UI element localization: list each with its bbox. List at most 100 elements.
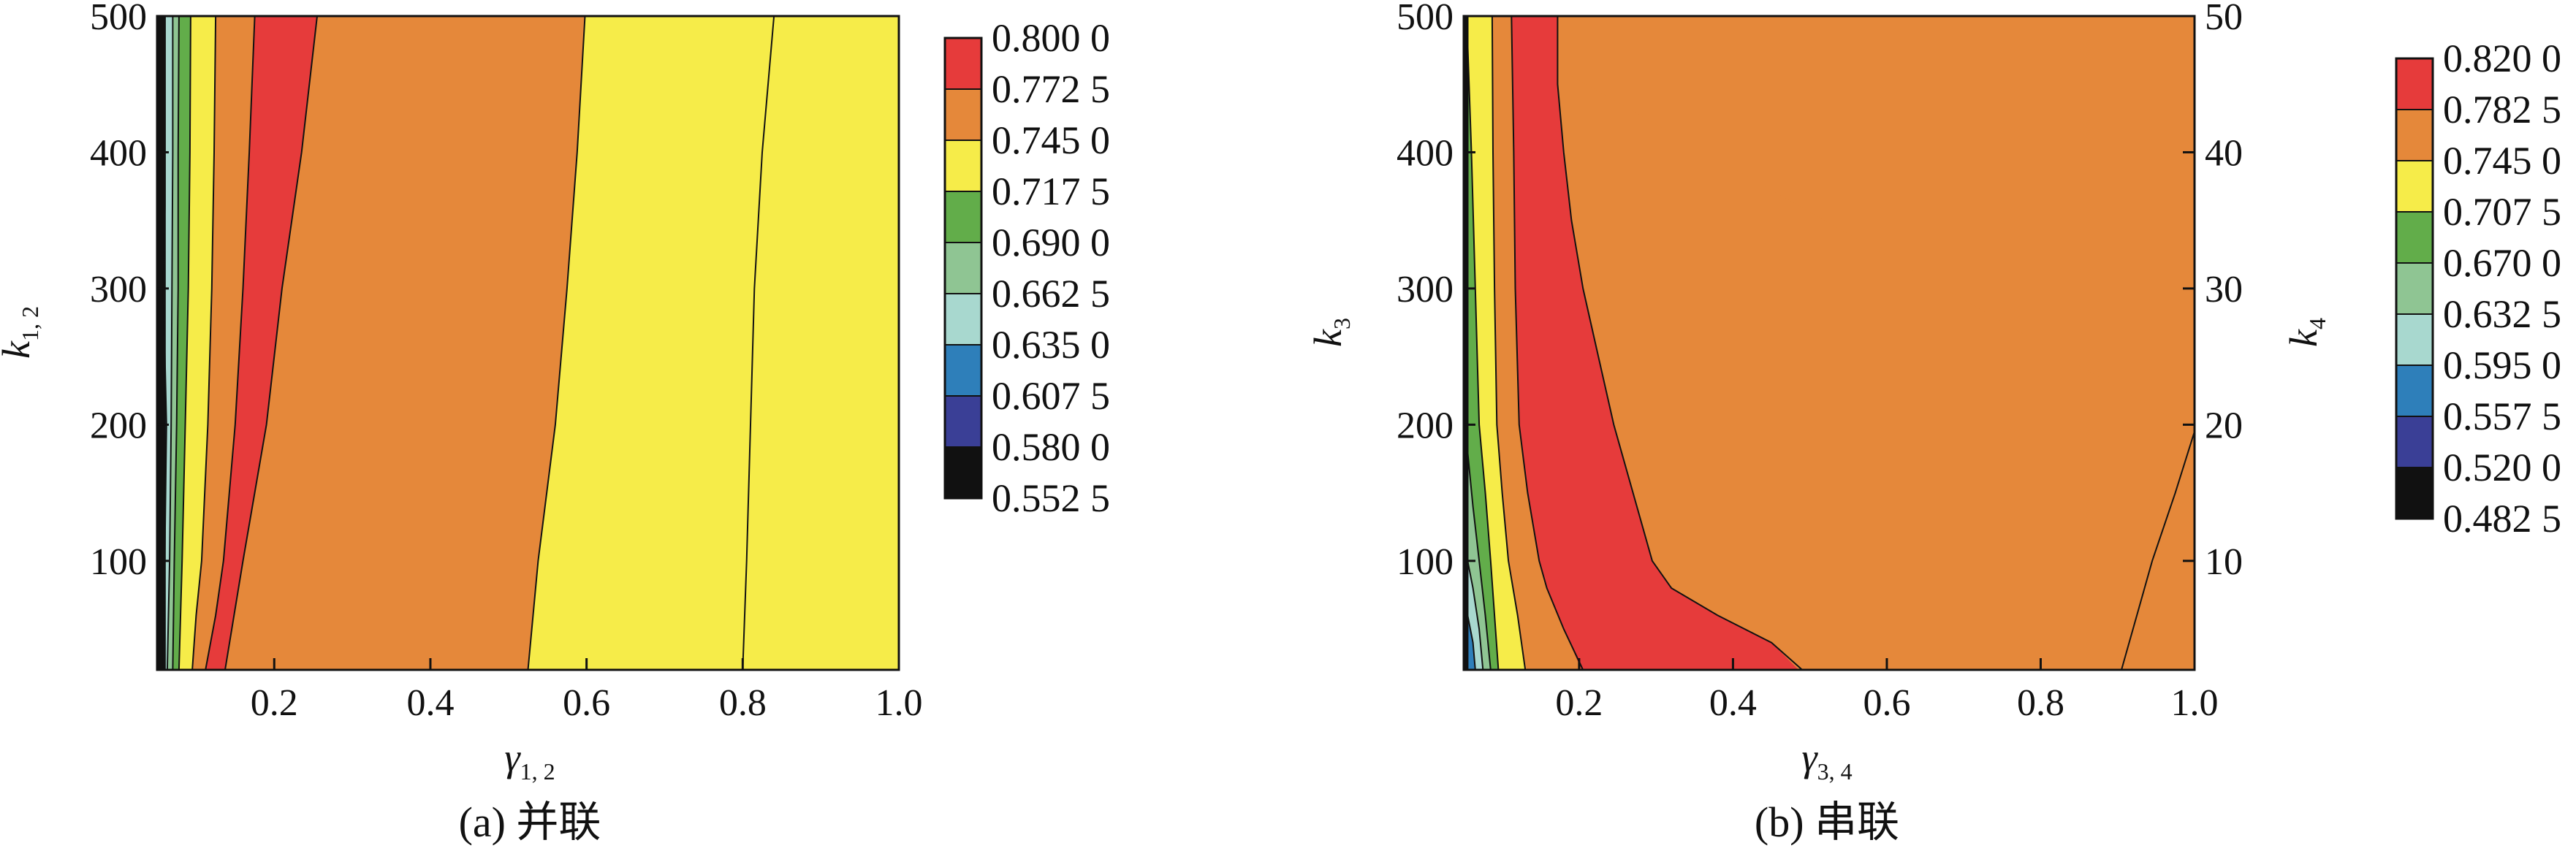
colorbar-label: 0.580 0 [992,425,1110,469]
colorbar-label: 0.520 0 [2443,446,2561,489]
y-tick-label: 100 [90,541,147,583]
contour-line [527,16,586,670]
contour-line [1511,16,1584,670]
y-tick-label: 500 [90,0,147,38]
y2-tick-label: 50 [2205,0,2243,38]
contour-line [1467,16,1500,670]
colorbar-label: 0.632 5 [2443,292,2561,336]
colorbar-label: 0.557 5 [2443,394,2561,438]
y-tick-label: 400 [90,132,147,174]
x-tick-label: 1.0 [2171,682,2219,724]
colorbar-label: 0.635 0 [992,323,1110,367]
colorbar-swatch [944,140,982,192]
contour-line [742,16,775,670]
colorbar-swatch [2395,313,2433,366]
colorbar-swatch [944,344,982,397]
colorbar-swatch [2395,109,2433,161]
contour-band [1464,16,1491,670]
x-tick-label: 0.8 [719,682,767,724]
y2-tick-label: 40 [2205,132,2243,174]
panel-b: 0.2 0.4 0.6 0.8 1.0 100 200 300 400 500 10 20 30 40 50… [1306,0,2561,846]
colorbar-frame [2395,57,2434,520]
y-tick-label: 500 [1397,0,1454,38]
y-tick-label: 300 [1397,269,1454,310]
contour-line [224,16,318,670]
x-tick-label: 0.6 [563,682,610,724]
colorbar-swatch [944,191,982,243]
colorbar-label: 0.595 0 [2443,343,2561,387]
contour-line [191,16,217,670]
panel-caption-a: (a) 并联 [459,798,601,846]
contour-plot-a: 0.2 0.4 0.6 0.8 1.0 100 200 300 400 500 [90,0,923,724]
colorbar-label: 0.820 0 [2443,37,2561,80]
colorbar-label: 0.772 5 [992,67,1110,111]
colorbar-label: 0.745 0 [992,118,1110,162]
colorbar-swatch [944,395,982,448]
x-axis-title-b: γ3, 4 [1801,736,1852,785]
y-tick-label: 200 [1397,405,1454,446]
y-tick-label: 300 [90,269,147,310]
y-tick-label: 400 [1397,132,1454,174]
x-tick-label: 1.0 [875,682,923,724]
plot-frame [156,15,900,671]
contour-line [178,16,191,670]
plot-frame [1462,15,2196,671]
colorbar-label: 0.782 5 [2443,88,2561,131]
colorbar-label: 0.717 5 [992,169,1110,213]
y2-tick-label: 20 [2205,405,2243,446]
contour-line [2121,431,2195,670]
colorbar-label: 0.800 0 [992,16,1110,60]
x-tick-label: 0.8 [2017,682,2064,724]
contour-line [172,16,180,670]
y2-tick-label: 30 [2205,269,2243,310]
contour-line [1557,16,1803,670]
contour-band [1464,16,1799,670]
colorbar-label: 0.482 5 [2443,497,2561,541]
colorbar-label: 0.745 0 [2443,139,2561,183]
contour-plot-b: 0.2 0.4 0.6 0.8 1.0 100 200 300 400 500 10 20 30 40 50 [1397,0,2243,724]
colorbar-frame [943,37,983,500]
colorbar-swatch [2395,467,2433,519]
y-axis-title-b: k3 [1306,318,1355,347]
contour-line [1491,16,1527,670]
colorbar-swatch [944,242,982,294]
x-tick-label: 0.2 [1555,682,1603,724]
contour-line [162,16,167,670]
colorbar-a: 0.800 0 0.772 5 0.745 0 0.717 5 0.690 0 0.662… [943,16,1110,520]
y2-tick-label: 10 [2205,541,2243,583]
panel-caption-b: (b) 串联 [1755,798,1899,846]
y-tick-label: 100 [1397,541,1454,583]
y-tick-label: 200 [90,405,147,446]
x-tick-label: 0.2 [251,682,298,724]
colorbar-swatch [944,37,982,90]
colorbar-swatch [2395,58,2433,110]
colorbar-swatch [944,446,982,499]
colorbar-b: 0.820 0 0.782 5 0.745 0 0.707 5 0.670 0 0.632… [2395,37,2561,541]
contour-fills-a [157,16,899,670]
colorbar-label: 0.707 5 [2443,190,2561,234]
x-axis-title-a: γ1, 2 [504,736,555,785]
colorbar-swatch [2395,262,2433,315]
contour-line [205,16,256,670]
colorbar-swatch [944,88,982,141]
colorbar-swatch [2395,211,2433,264]
y-axis-title-a: k1, 2 [0,306,43,359]
y2-axis-title-b: k4 [2281,318,2330,347]
colorbar-label: 0.607 5 [992,374,1110,418]
colorbar-label: 0.552 5 [992,476,1110,520]
contour-band [157,16,165,670]
colorbar-swatch [944,293,982,346]
contour-fills-b [1464,16,2195,670]
contour-band [1464,16,2195,670]
x-tick-label: 0.6 [1863,682,1910,724]
contour-line [1467,16,1492,670]
colorbar-label: 0.690 0 [992,221,1110,264]
x-tick-label: 0.4 [1709,682,1757,724]
x-tick-label: 0.4 [406,682,454,724]
contour-line [166,16,174,670]
colorbar-label: 0.662 5 [992,272,1110,316]
colorbar-swatch [2395,416,2433,468]
colorbar-label: 0.670 0 [2443,241,2561,285]
